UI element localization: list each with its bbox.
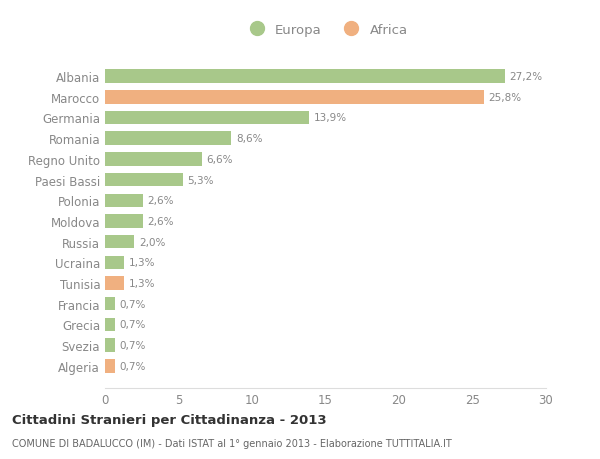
Bar <box>105 112 310 125</box>
Bar <box>105 277 124 290</box>
Text: 2,0%: 2,0% <box>139 237 165 247</box>
Text: 0,7%: 0,7% <box>120 341 146 350</box>
Text: 0,7%: 0,7% <box>120 361 146 371</box>
Bar <box>105 132 232 146</box>
Legend: Europa, Africa: Europa, Africa <box>238 18 413 42</box>
Text: 8,6%: 8,6% <box>236 134 262 144</box>
Text: COMUNE DI BADALUCCO (IM) - Dati ISTAT al 1° gennaio 2013 - Elaborazione TUTTITAL: COMUNE DI BADALUCCO (IM) - Dati ISTAT al… <box>12 438 452 448</box>
Bar <box>105 339 115 352</box>
Text: 25,8%: 25,8% <box>488 93 522 102</box>
Text: 5,3%: 5,3% <box>187 175 214 185</box>
Bar <box>105 153 202 166</box>
Text: 2,6%: 2,6% <box>148 196 174 206</box>
Bar <box>105 70 505 84</box>
Text: 6,6%: 6,6% <box>206 155 233 164</box>
Bar <box>105 359 115 373</box>
Text: 2,6%: 2,6% <box>148 217 174 226</box>
Text: 0,7%: 0,7% <box>120 299 146 309</box>
Bar <box>105 174 183 187</box>
Bar <box>105 318 115 331</box>
Text: 0,7%: 0,7% <box>120 320 146 330</box>
Bar <box>105 91 484 104</box>
Text: 1,3%: 1,3% <box>128 258 155 268</box>
Text: 27,2%: 27,2% <box>509 72 542 82</box>
Bar <box>105 194 143 207</box>
Bar <box>105 235 134 249</box>
Text: 13,9%: 13,9% <box>314 113 347 123</box>
Bar <box>105 215 143 228</box>
Text: Cittadini Stranieri per Cittadinanza - 2013: Cittadini Stranieri per Cittadinanza - 2… <box>12 413 326 426</box>
Bar <box>105 297 115 311</box>
Text: 1,3%: 1,3% <box>128 279 155 288</box>
Bar <box>105 256 124 269</box>
